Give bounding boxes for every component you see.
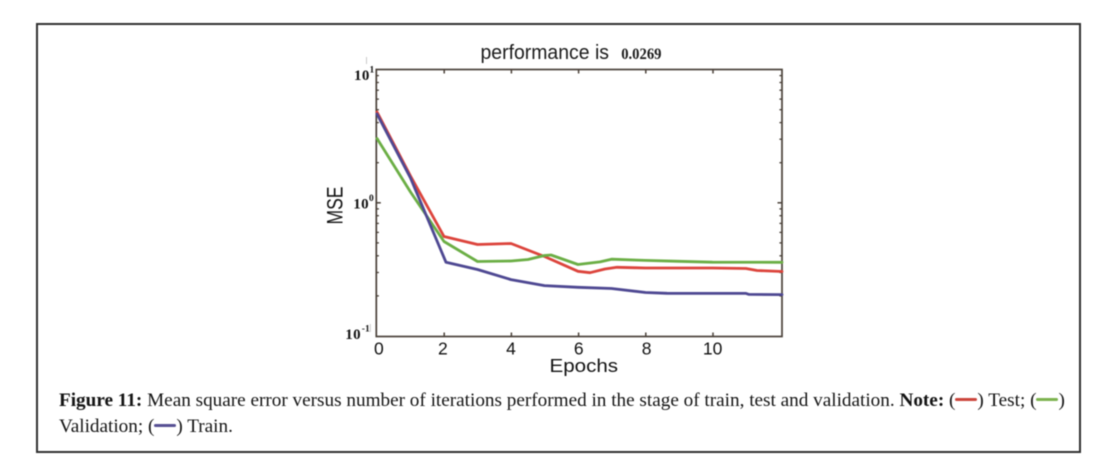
svg-text:Epochs: Epochs [550, 355, 619, 376]
svg-text:MSE: MSE [323, 187, 348, 225]
svg-text:1: 1 [370, 66, 375, 76]
svg-text:10: 10 [703, 339, 723, 359]
svg-text:0: 0 [374, 339, 384, 359]
svg-text:0.0269: 0.0269 [621, 46, 662, 63]
svg-text:0: 0 [369, 194, 374, 204]
svg-text:10: 10 [354, 68, 370, 84]
svg-text:10: 10 [345, 327, 361, 343]
svg-text:10: 10 [353, 196, 369, 212]
svg-text:performance is: performance is [481, 41, 610, 64]
svg-text:2: 2 [438, 339, 448, 359]
svg-text:6: 6 [574, 339, 584, 359]
svg-text:4: 4 [506, 339, 516, 359]
svg-text:-1: -1 [362, 325, 370, 335]
svg-text:8: 8 [642, 339, 652, 359]
